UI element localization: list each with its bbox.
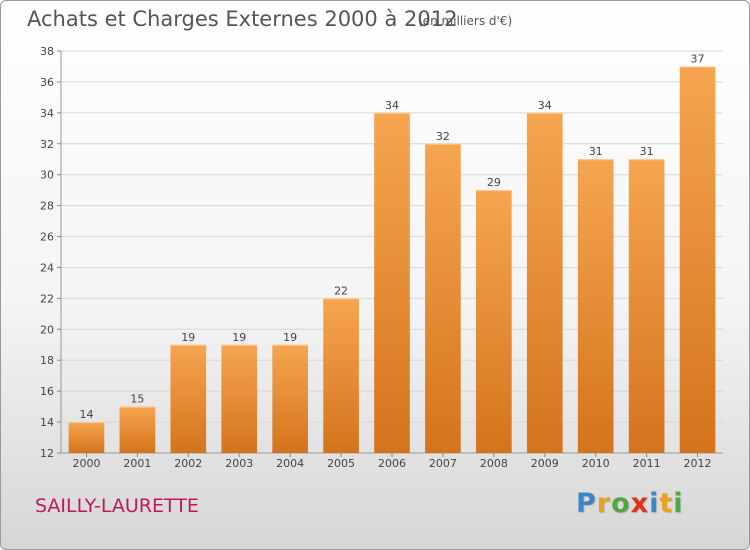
x-tick-label: 2002: [174, 457, 202, 470]
bars: [68, 66, 716, 453]
bar: [425, 143, 461, 453]
bar: [628, 159, 665, 453]
logo-letter: i: [673, 488, 684, 519]
labels: 12 14 16 18 20 22 24 26 28 30 32 34 36 38 14 2000 15 2001…: [40, 45, 712, 470]
y-tick-label: 26: [40, 231, 54, 244]
logo-letter: r: [596, 488, 612, 519]
x-tick-label: 2011: [633, 457, 661, 470]
bar: [323, 298, 359, 453]
value-label: 31: [589, 145, 603, 158]
y-tick-label: 28: [40, 200, 54, 213]
value-label: 19: [181, 331, 195, 344]
value-label: 15: [130, 393, 144, 406]
y-tick-label: 38: [40, 45, 54, 58]
logo-letter: x: [630, 488, 650, 519]
bar: [476, 190, 512, 453]
value-label: 34: [538, 99, 552, 112]
value-label: 37: [691, 52, 705, 65]
bar: [577, 159, 614, 453]
y-tick-label: 32: [40, 138, 54, 151]
value-label: 29: [487, 176, 501, 189]
x-tick-label: 2006: [378, 457, 406, 470]
y-tick-label: 12: [40, 447, 54, 460]
x-tick-label: 2008: [480, 457, 508, 470]
x-tick-label: 2001: [123, 457, 151, 470]
chart-title: Achats et Charges Externes 2000 à 2012: [27, 7, 458, 31]
y-tick-label: 34: [40, 107, 54, 120]
bar: [170, 344, 207, 453]
value-label: 22: [334, 284, 348, 297]
bar: [374, 112, 410, 453]
x-tick-label: 2005: [327, 457, 355, 470]
y-tick-label: 36: [40, 76, 54, 89]
x-tick-label: 2012: [684, 457, 712, 470]
logo-letter: t: [659, 488, 674, 519]
bar: [679, 66, 716, 453]
value-label: 32: [436, 130, 450, 143]
bar: [526, 112, 563, 453]
x-tick-label: 2004: [276, 457, 304, 470]
x-tick-label: 2003: [225, 457, 253, 470]
y-tick-label: 30: [40, 169, 54, 182]
x-tick-label: 2000: [72, 457, 100, 470]
value-label: 34: [385, 99, 399, 112]
bar: [272, 344, 308, 453]
value-label: 14: [79, 408, 93, 421]
bar: [221, 344, 258, 453]
value-label: 31: [640, 145, 654, 158]
logo-letter: o: [611, 488, 631, 519]
y-tick-label: 20: [40, 323, 54, 336]
x-tick-label: 2010: [582, 457, 610, 470]
value-label: 19: [232, 331, 246, 344]
y-tick-label: 14: [40, 416, 54, 429]
bar: [68, 422, 105, 453]
x-tick-label: 2007: [429, 457, 457, 470]
chart-unit: (en milliers d'€): [418, 14, 513, 28]
proxiti-logo[interactable]: Proxiti: [576, 488, 684, 519]
y-tick-label: 22: [40, 292, 54, 305]
y-tick-label: 18: [40, 354, 54, 367]
bar: [119, 406, 156, 453]
logo-letter: i: [649, 488, 660, 519]
logo-letter: P: [576, 488, 597, 519]
y-tick-label: 16: [40, 385, 54, 398]
value-label: 19: [283, 331, 297, 344]
y-tick-label: 24: [40, 261, 54, 274]
x-tick-label: 2009: [531, 457, 559, 470]
commune-name: SAILLY-LAURETTE: [35, 495, 199, 517]
